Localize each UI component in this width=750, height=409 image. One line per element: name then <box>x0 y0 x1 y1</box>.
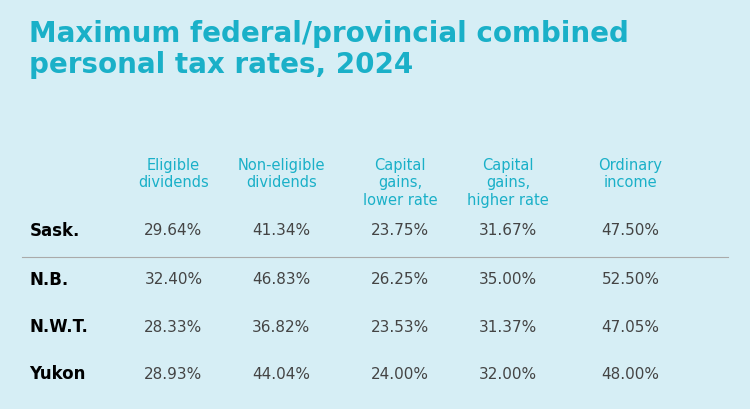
Text: 35.00%: 35.00% <box>479 272 537 287</box>
Text: Capital
gains,
higher rate: Capital gains, higher rate <box>467 157 549 207</box>
Text: 32.00%: 32.00% <box>479 366 537 381</box>
Text: 46.83%: 46.83% <box>252 272 310 287</box>
Text: 28.93%: 28.93% <box>144 366 202 381</box>
Text: Capital
gains,
lower rate: Capital gains, lower rate <box>363 157 437 207</box>
Text: 47.50%: 47.50% <box>602 222 659 238</box>
Text: 28.33%: 28.33% <box>144 319 202 334</box>
Text: 41.34%: 41.34% <box>252 222 310 238</box>
Text: 44.04%: 44.04% <box>253 366 310 381</box>
Text: 36.82%: 36.82% <box>252 319 310 334</box>
Text: Maximum federal/provincial combined
personal tax rates, 2024: Maximum federal/provincial combined pers… <box>29 20 629 79</box>
Text: 24.00%: 24.00% <box>371 366 429 381</box>
Text: Yukon: Yukon <box>29 364 86 382</box>
Text: 32.40%: 32.40% <box>144 272 202 287</box>
Text: N.W.T.: N.W.T. <box>29 317 88 335</box>
Text: 23.53%: 23.53% <box>371 319 429 334</box>
Text: 47.05%: 47.05% <box>602 319 659 334</box>
Text: Non-eligible
dividends: Non-eligible dividends <box>238 157 326 190</box>
Text: 52.50%: 52.50% <box>602 272 659 287</box>
Text: Eligible
dividends: Eligible dividends <box>138 157 208 190</box>
Text: 48.00%: 48.00% <box>602 366 659 381</box>
Text: 31.37%: 31.37% <box>479 319 537 334</box>
Text: 29.64%: 29.64% <box>144 222 202 238</box>
Text: Ordinary
income: Ordinary income <box>598 157 662 190</box>
Text: Sask.: Sask. <box>29 221 80 239</box>
Text: N.B.: N.B. <box>29 270 69 288</box>
Text: 31.67%: 31.67% <box>479 222 537 238</box>
Text: 26.25%: 26.25% <box>371 272 429 287</box>
Text: 23.75%: 23.75% <box>371 222 429 238</box>
